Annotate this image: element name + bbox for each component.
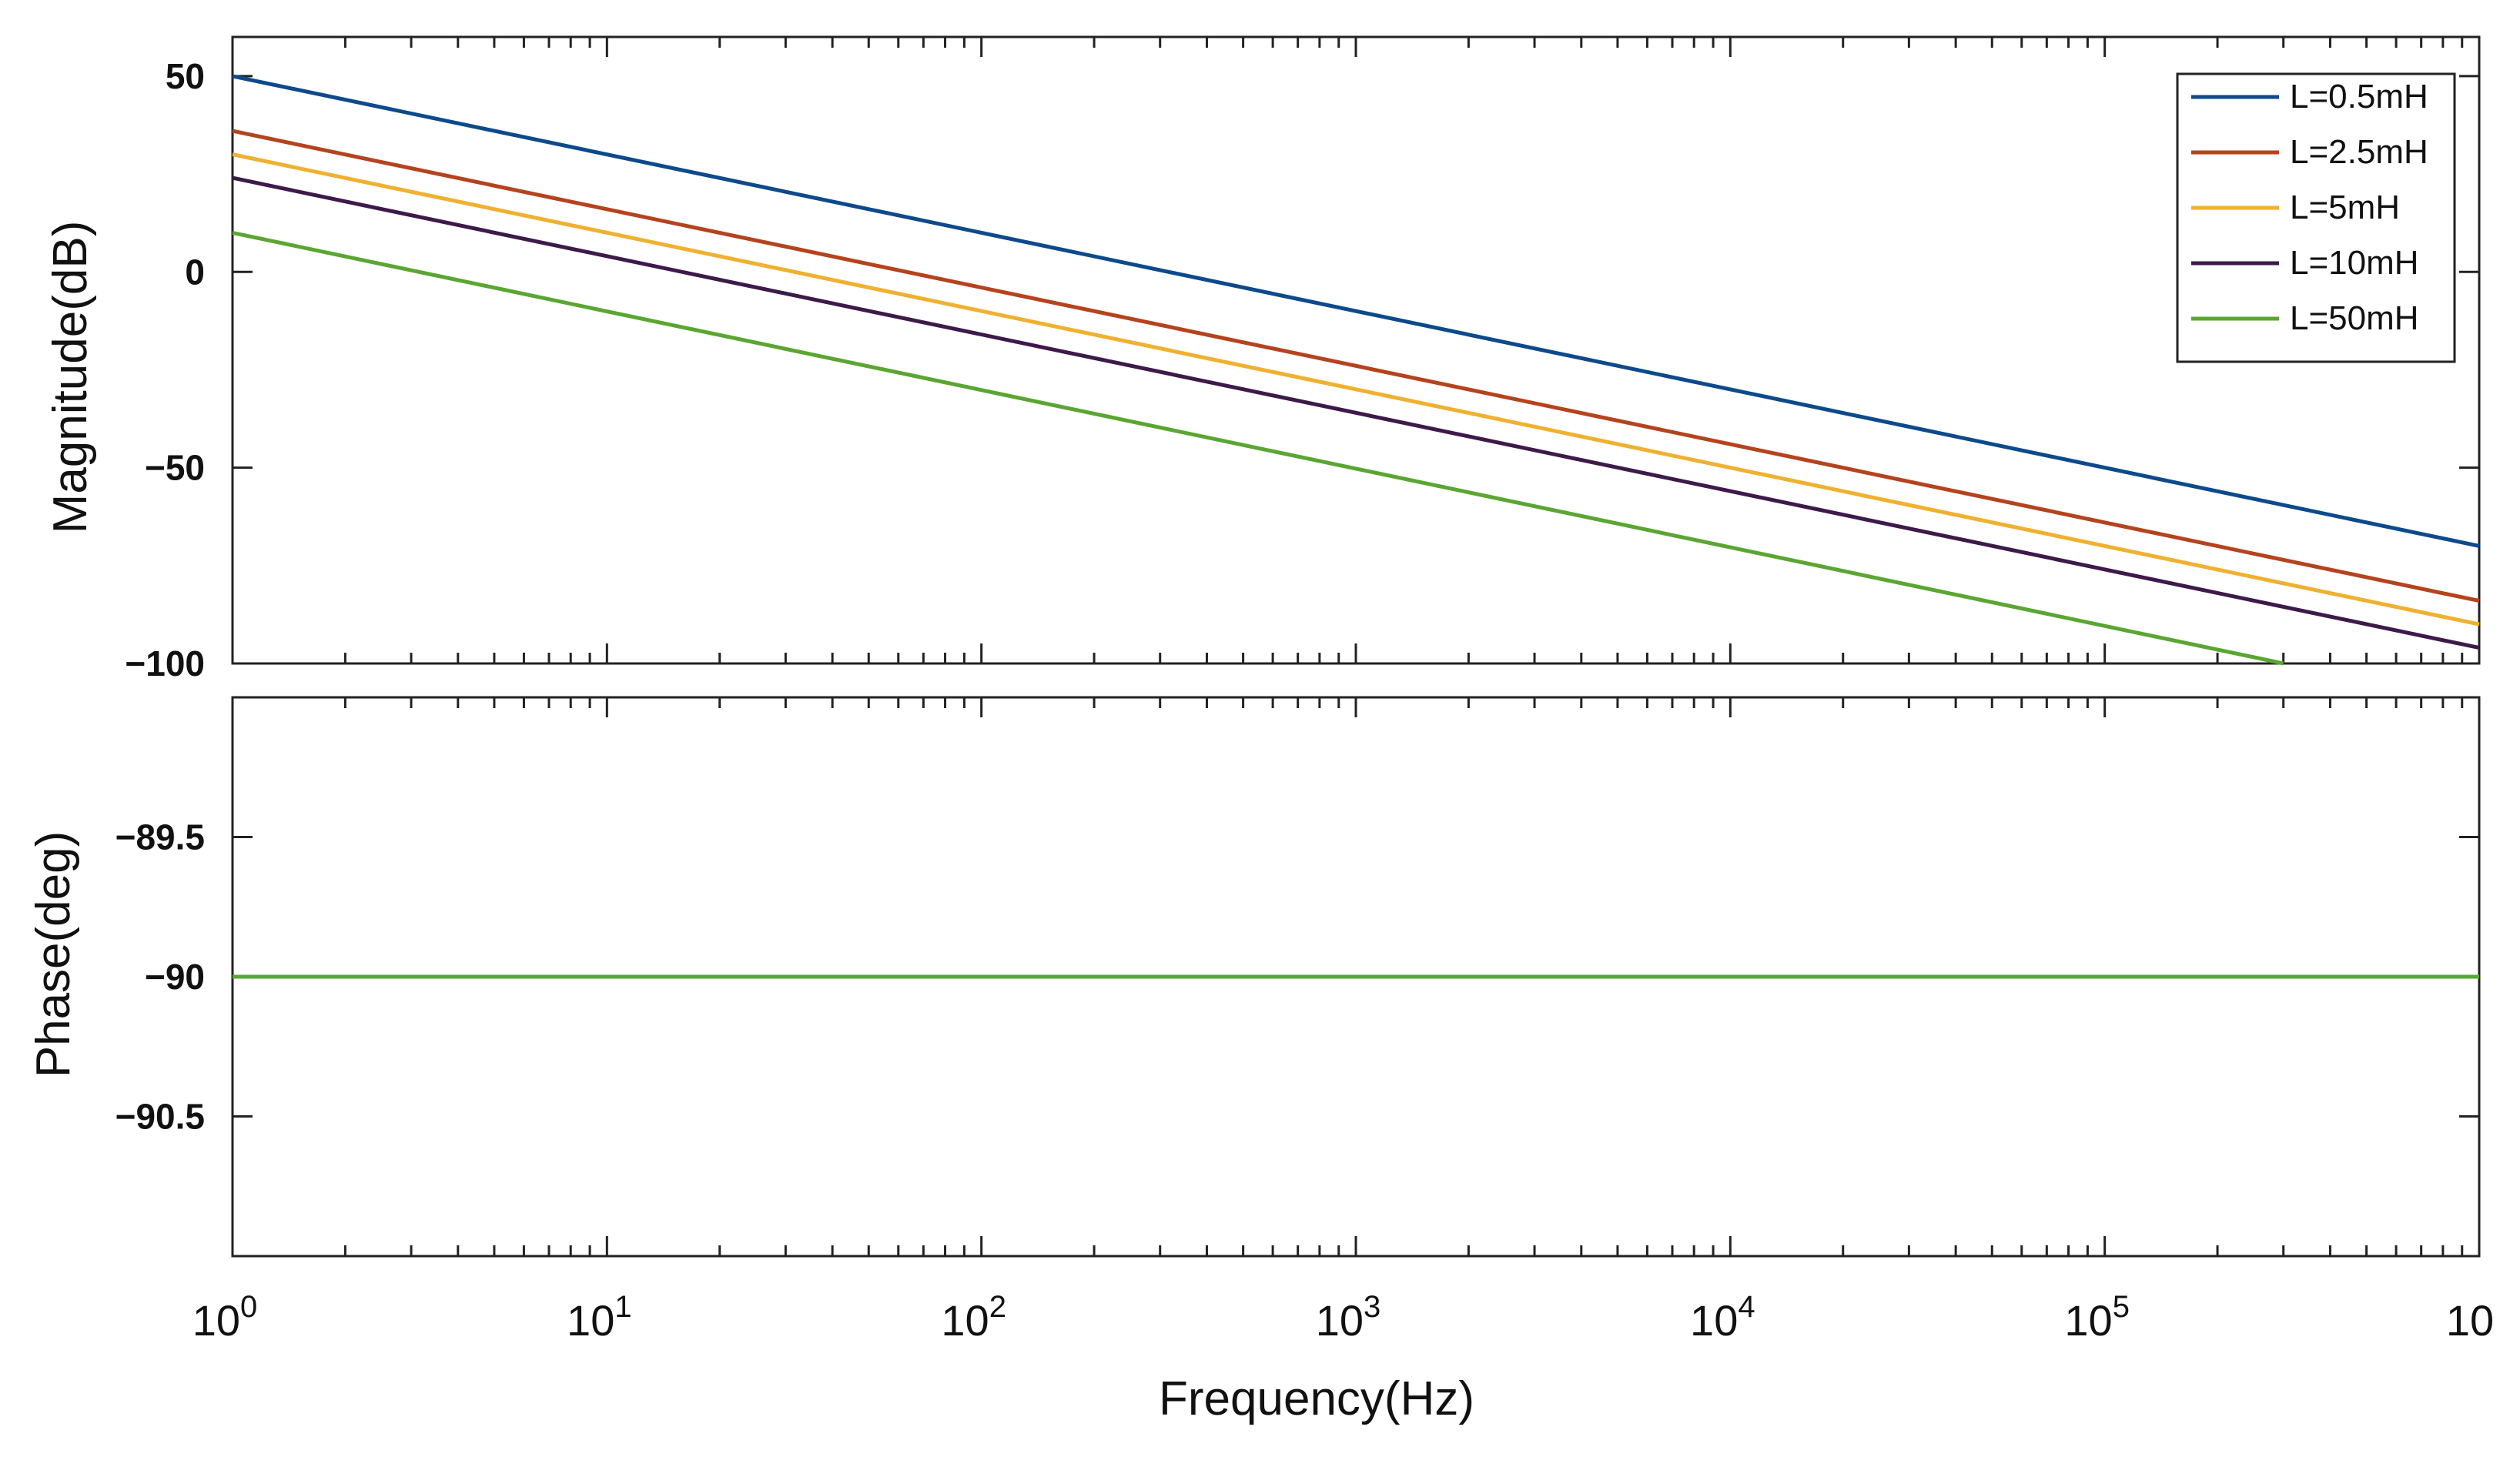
- magnitude-series-line: [232, 74, 2480, 548]
- legend-entry-label: L=10mH: [2290, 244, 2419, 282]
- frequency-tick-labels: 100 101 102 103 104 105 10: [192, 1290, 2494, 1345]
- frequency-tick-label: 105: [2064, 1290, 2130, 1345]
- frequency-tick-label: 104: [1690, 1290, 1755, 1345]
- magnitude-series-line: [232, 230, 2284, 666]
- legend: L=0.5mH L=2.5mH L=5mH L=10mH L=50mH: [2176, 72, 2456, 363]
- magnitude-series-group: [232, 74, 2480, 666]
- phase-ytick-label: −90: [145, 957, 205, 997]
- legend-entry-label: L=2.5mH: [2290, 133, 2428, 171]
- frequency-x-axis-label: Frequency(Hz): [1159, 1372, 1474, 1425]
- magnitude-y-axis-label: Magnitude(dB): [44, 221, 97, 534]
- magnitude-panel: 500−50−100 Magnitude(dB) L=0.5mHL=2.5mHL…: [44, 35, 2481, 683]
- phase-ticks: [231, 697, 2481, 1256]
- magnitude-ticks: [231, 37, 2481, 665]
- magnitude-series-line: [232, 175, 2480, 650]
- magnitude-series-line: [232, 129, 2480, 603]
- magnitude-series-line: [232, 152, 2480, 627]
- magnitude-ytick-label: −100: [125, 643, 205, 683]
- frequency-tick-label: 100: [192, 1290, 258, 1345]
- phase-ytick-label: −89.5: [115, 817, 205, 857]
- frequency-tick-label: 102: [941, 1290, 1006, 1345]
- legend-entry-label: L=5mH: [2290, 189, 2400, 226]
- magnitude-axes-frame: [231, 35, 2481, 665]
- frequency-tick-label: 10: [2446, 1296, 2494, 1345]
- legend-box: [2176, 72, 2456, 363]
- phase-panel: −89.5 −90 −90.5 Phase(deg): [27, 696, 2481, 1258]
- phase-y-axis-label: Phase(deg): [27, 831, 80, 1078]
- magnitude-ytick-label: 50: [166, 56, 205, 96]
- phase-ytick-labels: −89.5 −90 −90.5: [115, 817, 205, 1137]
- phase-ytick-label: −90.5: [115, 1097, 205, 1137]
- frequency-tick-label: 101: [567, 1290, 632, 1345]
- legend-entry-label: L=50mH: [2290, 299, 2419, 337]
- legend-entry-label: L=0.5mH: [2290, 78, 2428, 115]
- magnitude-ytick-label: 0: [185, 252, 205, 292]
- magnitude-ytick-labels: 50 0 −50 −100: [125, 56, 205, 683]
- magnitude-ytick-label: −50: [145, 448, 205, 488]
- frequency-tick-label: 103: [1316, 1290, 1381, 1345]
